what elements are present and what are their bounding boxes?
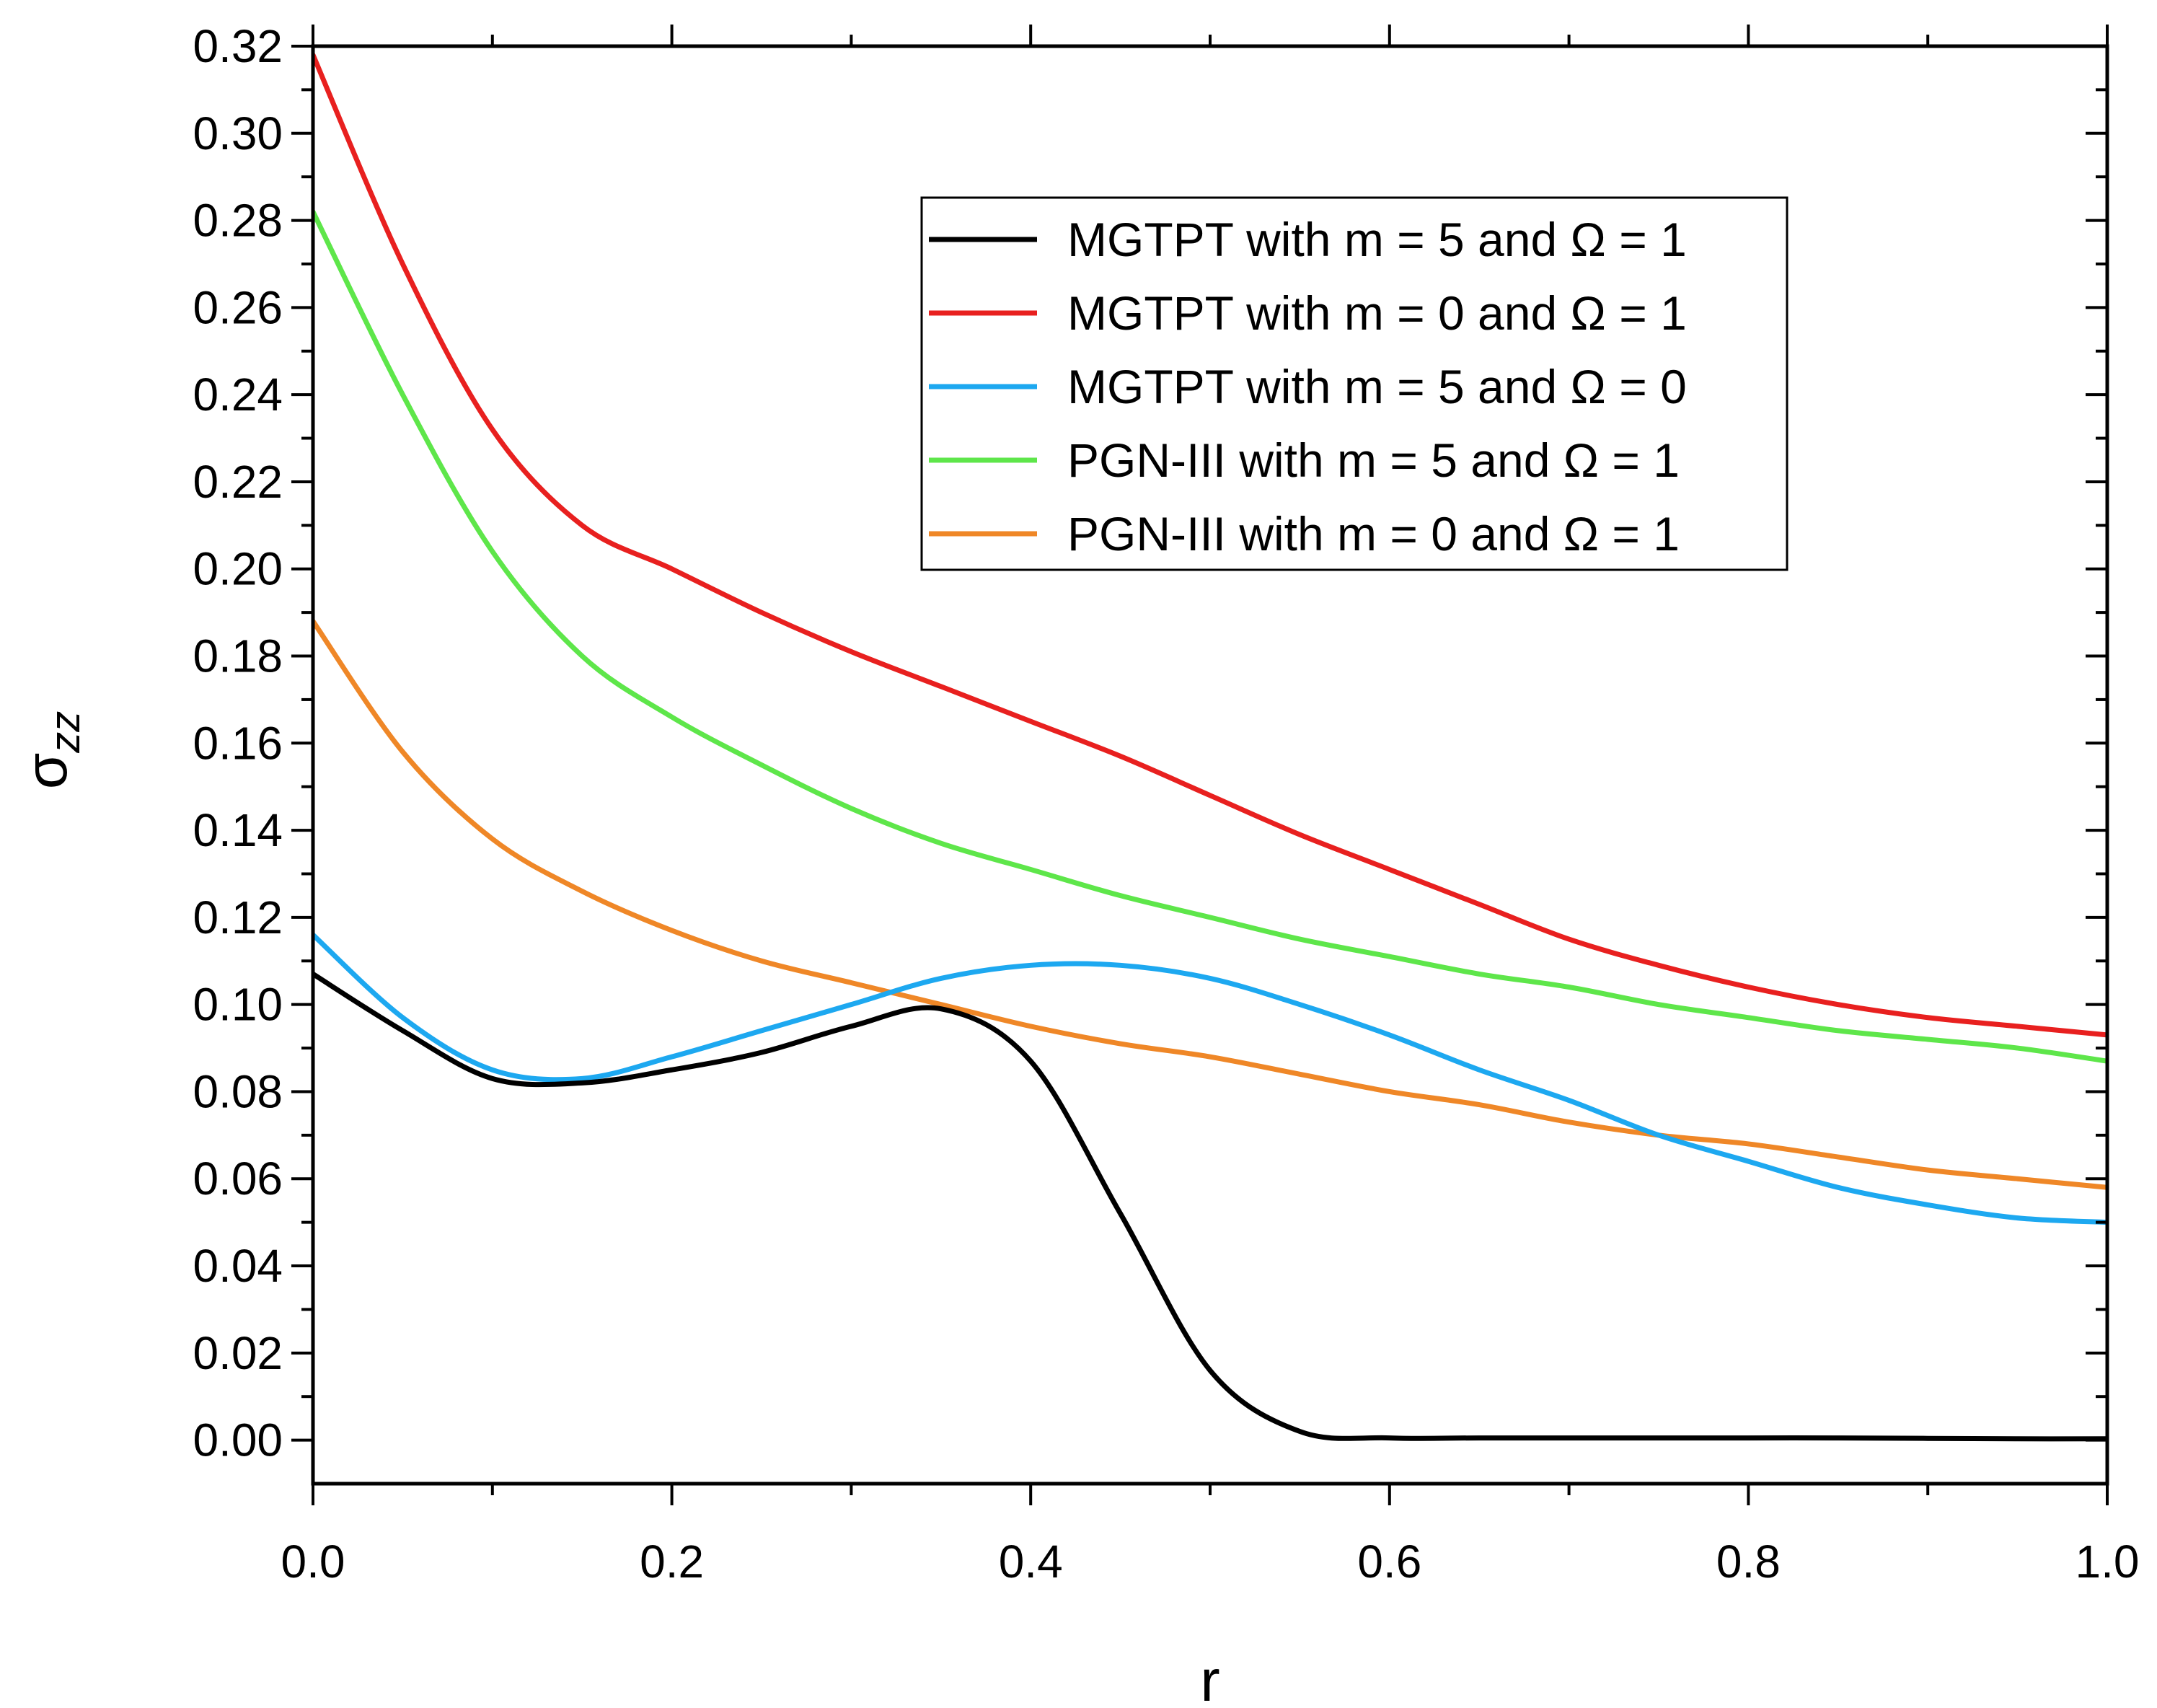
series-line-3 (313, 932, 2107, 1225)
series-line-2 (313, 52, 2107, 1038)
legend-entries: MGTPT with m = 5 and Ω = 1 MGTPT with m =… (929, 213, 1687, 560)
series-layer (313, 52, 2107, 1442)
x-tick-label: 0.6 (1357, 1536, 1421, 1588)
x-tick-label: 0.4 (999, 1536, 1063, 1588)
y-tick-label: 0.22 (193, 456, 283, 508)
legend-label-2: MGTPT with m = 0 and Ω = 1 (1067, 286, 1687, 340)
y-tick-label: 0.02 (193, 1327, 283, 1379)
y-axis-label-subscript: zz (42, 711, 89, 754)
x-tick-labels: 0.0 0.2 0.4 0.6 0.8 1.0 (281, 1536, 2140, 1588)
x-axis-label: r (1200, 1648, 1219, 1708)
legend: MGTPT with m = 5 and Ω = 1 MGTPT with m =… (920, 196, 1788, 571)
y-tick-label: 0.12 (193, 892, 283, 943)
series-line-5 (313, 618, 2107, 1190)
y-tick-label: 0.18 (193, 630, 283, 682)
y-tick-label: 0.14 (193, 804, 283, 856)
y-tick-label: 0.20 (193, 543, 283, 595)
y-tick-label: 0.08 (193, 1065, 283, 1117)
y-tick-label: 0.10 (193, 979, 283, 1031)
y-tick-label: 0.28 (193, 195, 283, 247)
y-tick-label: 0.06 (193, 1153, 283, 1205)
x-tick-label: 0.8 (1716, 1536, 1781, 1588)
series-line-4 (313, 209, 2107, 1064)
y-tick-label: 0.04 (193, 1240, 283, 1292)
y-tick-label: 0.24 (193, 369, 283, 421)
ticks-layer (291, 25, 2109, 1505)
y-tick-label: 0.26 (193, 281, 283, 333)
legend-label-3: MGTPT with m = 5 and Ω = 0 (1067, 360, 1687, 413)
legend-label-5: PGN-III with m = 0 and Ω = 1 (1067, 507, 1680, 560)
y-tick-label: 0.32 (193, 20, 283, 72)
y-axis-label: σzz (14, 711, 89, 790)
y-tick-label: 0.30 (193, 107, 283, 159)
x-tick-label: 0.0 (281, 1536, 345, 1588)
x-tick-label: 0.2 (640, 1536, 704, 1588)
series-line-1 (313, 971, 2107, 1442)
y-tick-label: 0.16 (193, 717, 283, 769)
y-axis-label-base: σ (14, 753, 79, 790)
legend-label-4: PGN-III with m = 5 and Ω = 1 (1067, 433, 1680, 487)
y-tick-labels: 0.00 0.02 0.04 0.06 0.08 0.10 0.12 0.14 0.16 0.18… (193, 20, 283, 1466)
legend-label-1: MGTPT with m = 5 and Ω = 1 (1067, 213, 1687, 266)
x-tick-label: 1.0 (2076, 1536, 2140, 1588)
y-tick-label: 0.00 (193, 1414, 283, 1466)
legend-box (920, 196, 1788, 571)
